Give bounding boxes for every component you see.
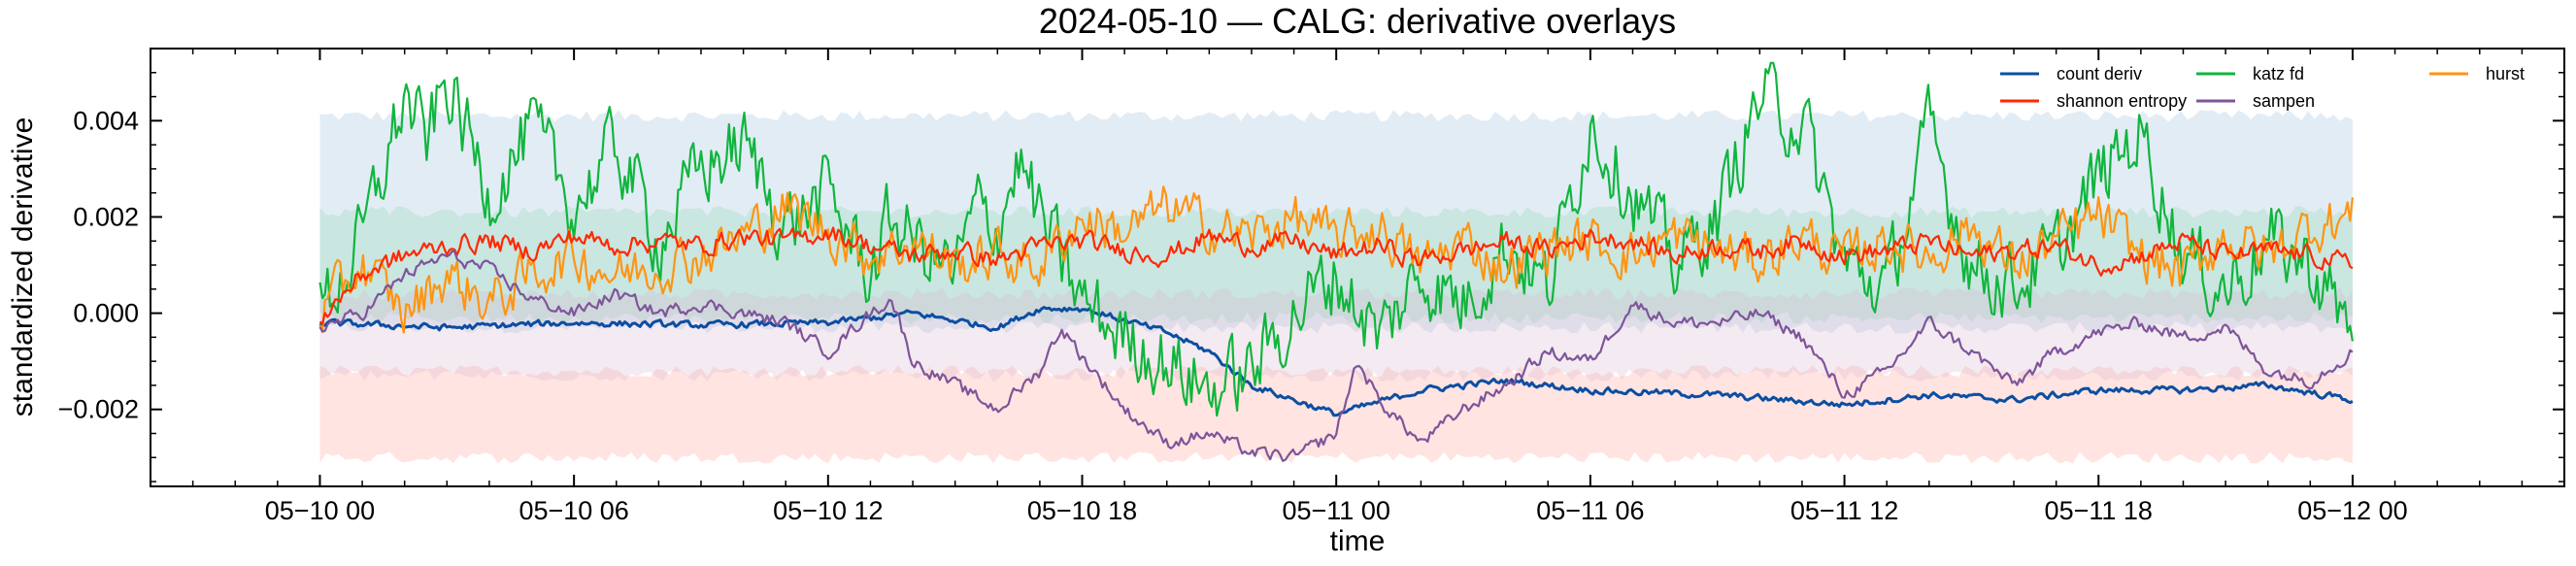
x-tick-label: 05−11 06 xyxy=(1536,496,1644,525)
x-tick-label: 05−11 18 xyxy=(2045,496,2153,525)
y-tick-label: 0.000 xyxy=(73,299,139,328)
y-axis: 0.004 0.002 0.000 −0.002 xyxy=(58,72,2564,483)
x-tick-label: 05−10 18 xyxy=(1027,496,1137,525)
y-tick-label: 0.004 xyxy=(73,106,139,135)
legend-label-count-deriv: count deriv xyxy=(2057,64,2142,83)
x-tick-label: 05−11 12 xyxy=(1790,496,1898,525)
band-sampen-band xyxy=(319,287,2353,383)
series-line-hurst xyxy=(318,185,2354,334)
series-line-katz-fd xyxy=(318,61,2354,417)
series-layer xyxy=(318,61,2354,462)
x-axis: 05−10 00 05−10 06 05−10 12 05−10 18 05−11 00… xyxy=(191,49,2524,525)
x-tick-label: 05−11 00 xyxy=(1283,496,1390,525)
x-tick-label: 05−10 00 xyxy=(265,496,375,525)
x-axis-label: time xyxy=(1330,525,1386,557)
series-line-sampen xyxy=(318,250,2354,462)
chart-title: 2024-05-10 — CALG: derivative overlays xyxy=(1039,1,1676,41)
x-tick-label: 05−12 00 xyxy=(2297,496,2407,525)
legend-label-sampen: sampen xyxy=(2253,91,2315,111)
series-line-shannon-entropy xyxy=(318,226,2354,325)
y-axis-label: standardized derivative xyxy=(7,117,39,417)
y-tick-label: 0.002 xyxy=(73,202,139,231)
plot-frame xyxy=(150,48,2565,487)
y-tick-label: −0.002 xyxy=(58,395,139,424)
legend-label-katz-fd: katz fd xyxy=(2253,64,2304,83)
legend-label-shannon-entropy: shannon entropy xyxy=(2057,91,2187,111)
legend-label-hurst: hurst xyxy=(2486,64,2525,83)
series-line-count-deriv xyxy=(318,306,2354,417)
x-tick-label: 05−10 12 xyxy=(773,496,883,525)
legend: count deriv katz fd hurst shannon entropy sa… xyxy=(2000,64,2525,111)
x-tick-label: 05−10 06 xyxy=(519,496,628,525)
